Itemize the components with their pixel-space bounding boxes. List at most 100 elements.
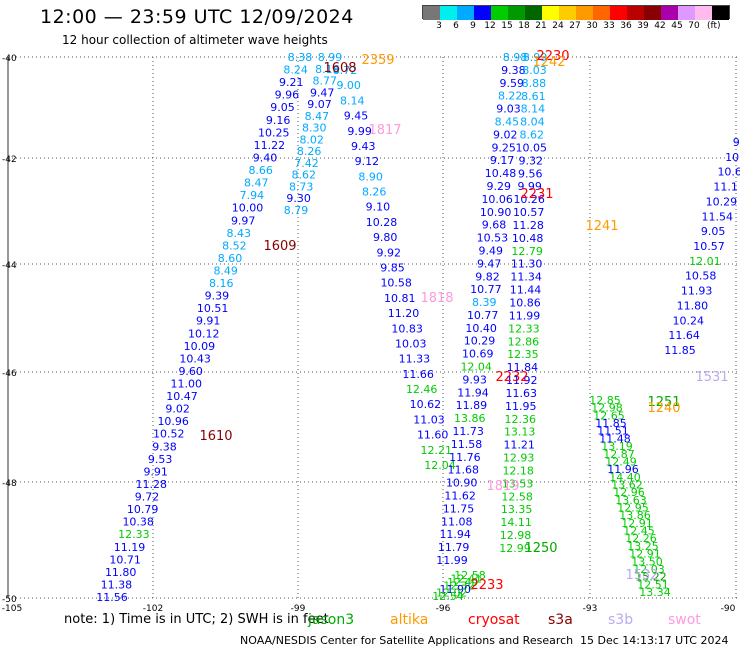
wave-height-value: 8.98 (503, 51, 528, 64)
wave-height-value: 8.60 (218, 252, 243, 265)
wave-height-value: 10.77 (467, 309, 499, 322)
colorbar-swatch (474, 6, 491, 20)
track-e: 8.998.038.888.618.148.048.6210.059.329.5… (499, 51, 547, 555)
legend-altika: altika (390, 612, 429, 628)
wave-height-value: 8.62 (520, 129, 545, 142)
colorbar-swatch (678, 6, 695, 20)
wave-height-value: 13.86 (454, 412, 486, 425)
wave-height-value: 9.16 (266, 114, 291, 127)
colorbar-tick-label: 6 (453, 21, 459, 31)
colorbar-swatch (712, 6, 729, 20)
wave-height-value: 8.04 (520, 116, 545, 129)
wave-height-value: 9.91 (143, 465, 168, 478)
wave-height-value: 9.32 (519, 154, 544, 167)
wave-height-value: 13.19 (601, 440, 633, 453)
wave-height-value: 9.72 (135, 491, 160, 504)
colorbar-swatch (423, 6, 440, 20)
wave-height-value: 10.81 (384, 292, 416, 305)
wave-height-value: 9.68 (482, 219, 507, 232)
wave-height-value: 11.38 (101, 578, 133, 591)
wave-height-value: 11.20 (388, 307, 420, 320)
wave-height-value: 11.85 (664, 344, 696, 357)
longitude-label: -93 (583, 604, 598, 614)
wave-height-value: 12.45 (623, 525, 655, 538)
wave-height-value: 12.01 (689, 255, 721, 268)
wave-height-value: 11.48 (599, 432, 631, 445)
wave-height-value: 12.26 (625, 532, 657, 545)
note-text: note: 1) Time is in UTC; 2) SWH is in fe… (64, 612, 329, 627)
time-stamp-label: 2359 (361, 53, 394, 68)
time-stamp-label: 1241 (585, 219, 618, 234)
wave-height-value: 11.80 (105, 566, 137, 579)
wave-height-value: 10.48 (512, 232, 544, 245)
wave-height-value: 11.92 (506, 374, 538, 387)
wave-height-value: 11.94 (439, 528, 471, 541)
wave-height-value: 9.43 (351, 140, 376, 153)
wave-height-value: 13.50 (631, 555, 663, 568)
time-stamp-label: 1609 (263, 239, 296, 254)
wave-height-value: 10.83 (391, 322, 423, 335)
wave-height-value: 9.30 (286, 192, 311, 205)
wave-height-value: 9.80 (373, 231, 398, 244)
wave-height-value: 14.40 (609, 471, 641, 484)
wave-height-value: 11.96 (607, 463, 639, 476)
wave-height-value: 10.52 (153, 428, 185, 441)
wave-height-value: 9.38 (152, 440, 177, 453)
wave-height-value: 8.88 (522, 77, 547, 90)
wave-height-value: 12.86 (508, 335, 540, 348)
wave-height-value: 11.21 (503, 439, 535, 452)
wave-height-value: 10.57 (513, 206, 545, 219)
wave-height-value: 10.79 (127, 503, 159, 516)
wave-height-value: 13.53 (502, 477, 534, 490)
wave-height-value: 11.56 (96, 591, 128, 604)
wave-height-value: 11.08 (441, 515, 473, 528)
wave-height-value: 12.98 (500, 529, 532, 542)
wave-height-value: 11.73 (452, 425, 484, 438)
time-stamp-label: 1818 (420, 291, 453, 306)
wave-height-value: 14.11 (500, 516, 532, 529)
wave-height-value: 9.40 (253, 152, 278, 165)
wave-height-value: 10.00 (232, 202, 264, 215)
colorbar-swatch (457, 6, 474, 20)
map-subtitle: 12 hour collection of altimeter wave hei… (62, 33, 328, 47)
latitude-label: -50 (2, 595, 17, 605)
time-stamp-label: 1610 (199, 429, 232, 444)
colorbar-swatch (695, 6, 712, 20)
wave-height-value: 9.21 (279, 76, 304, 89)
wave-height-value: 10.05 (516, 141, 548, 154)
wave-height-value: 13.34 (639, 586, 671, 599)
wave-height-value: 12.51 (637, 578, 669, 591)
wave-height-value: 11.54 (702, 210, 734, 223)
wave-height-value: 13.25 (627, 540, 659, 553)
wave-height-value: 12.93 (503, 452, 535, 465)
time-stamp-label: 1531 (695, 370, 728, 385)
wave-height-value: 8.30 (302, 122, 327, 135)
wave-height-value: 10.62 (410, 398, 442, 411)
longitude-label: -105 (2, 604, 22, 614)
wave-height-value: 8.62 (292, 169, 317, 182)
wave-height-value: 9.00 (336, 79, 361, 92)
colorbar-swatch (576, 6, 593, 20)
wave-height-value: 10.90 (446, 477, 478, 490)
wave-height-value: 9.82 (475, 270, 500, 283)
wave-height-value: 8.52 (222, 239, 247, 252)
colorbar-tick-label: 33 (603, 21, 615, 31)
wave-height-value: 11.89 (456, 399, 488, 412)
wave-height-value: 9.17 (490, 154, 515, 167)
wave-height-value: 8.72 (333, 64, 358, 77)
wave-height-value: 8.14 (340, 94, 365, 107)
wave-height-value: 10.96 (157, 415, 189, 428)
time-stamp-label: 2232 (495, 370, 528, 385)
colorbar-swatch (491, 6, 508, 20)
wave-height-value: 11.68 (448, 464, 480, 477)
track-b: 8.998.168.779.479.078.478.308.028.267.42… (284, 51, 343, 217)
wave-height-value: 15.22 (635, 571, 667, 584)
wave-height-value: 12.79 (511, 245, 543, 258)
wave-height-value: 12.49 (605, 455, 637, 468)
track-d: 8.989.389.598.229.038.459.029.259.1710.4… (436, 51, 527, 567)
wave-height-value: 12.46 (406, 383, 438, 396)
wave-height-value: 11.66 (402, 368, 434, 381)
